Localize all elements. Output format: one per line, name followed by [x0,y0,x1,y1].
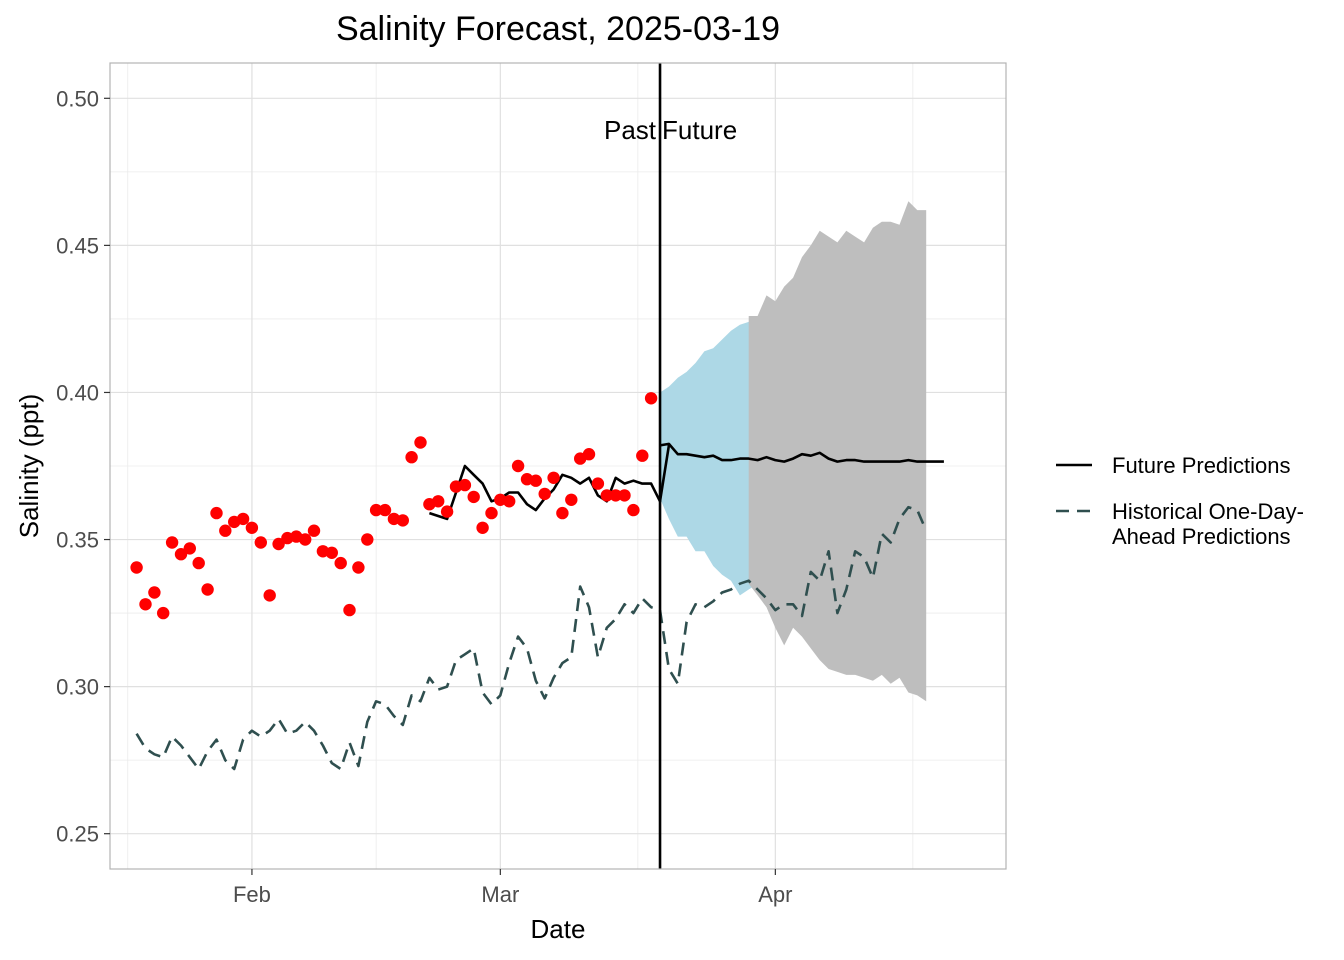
major-gridlines [110,63,1006,869]
y-axis: 0.25 0.30 0.35 0.40 0.45 0.50 [56,86,110,847]
observed-point [556,506,569,520]
observed-point [299,533,312,546]
legend-label: Historical One-Day- [1112,499,1304,524]
observed-point [476,521,489,534]
observed-point [467,490,480,504]
plot-area: Past Future [109,62,1007,870]
observed-point [432,495,445,508]
y-tick-label: 0.25 [56,822,99,847]
legend-label: Future Predictions [1112,453,1291,478]
observed-point [538,487,551,501]
observed-points [130,392,658,620]
x-axis-title: Date [531,914,586,944]
observed-point [582,448,596,461]
observed-point [591,477,605,490]
observed-point [503,495,516,508]
long-term-interval-band [748,201,927,702]
observed-point [636,449,649,462]
observed-point [263,589,276,602]
observed-point [272,537,285,551]
plot-border [109,62,1007,870]
x-tick-label: Feb [233,882,271,907]
observed-point [210,506,223,520]
legend-label: Ahead Predictions [1112,524,1291,549]
observed-point [600,489,613,502]
y-axis-title: Salinity (ppt) [14,394,44,539]
y-tick-label: 0.45 [56,233,99,258]
observed-point [511,459,525,473]
observed-point [245,521,259,534]
observed-point [352,561,365,574]
future-prediction-line [659,442,944,463]
x-axis: Feb Mar Apr [233,869,792,907]
x-tick-label: Mar [481,882,519,907]
observed-point [343,603,356,617]
observed-point [458,478,472,492]
observed-point [183,542,196,555]
y-tick-label: 0.50 [56,86,99,111]
observed-point [325,546,338,559]
historical-one-day-ahead-line [135,505,928,771]
observed-point [644,392,658,405]
past-annotation: Past [604,115,657,145]
observed-point [219,524,232,537]
observed-point [396,514,409,527]
x-tick-label: Apr [758,882,792,907]
observed-point [307,524,321,537]
observed-point [139,598,152,611]
observed-point [369,503,383,517]
observed-point [547,471,560,484]
future-annotation: Future [662,115,737,145]
observed-point [618,489,631,502]
observed-point [254,536,267,549]
y-tick-label: 0.40 [56,380,99,405]
observed-point [130,561,143,574]
observed-point [440,505,454,518]
minor-gridlines [110,63,1006,869]
observed-point [192,556,205,570]
observed-point [334,556,347,570]
observed-point [236,512,250,526]
observed-point [609,489,622,502]
observed-point [565,493,578,506]
observed-point [627,503,640,517]
observed-point [157,606,170,620]
observed-point [529,474,542,487]
observed-point [148,586,161,599]
observed-point [201,583,214,596]
y-tick-label: 0.35 [56,528,99,553]
observed-point [165,536,179,549]
legend: Future Predictions Historical One-Day-Ahe… [1056,453,1304,549]
observed-point [405,451,418,464]
observed-point [485,506,498,520]
observed-point [414,436,427,449]
observed-point [361,533,374,546]
observed-point [378,503,392,517]
observed-point [174,548,188,561]
y-tick-label: 0.30 [56,675,99,700]
chart-title: Salinity Forecast, 2025-03-19 [336,10,780,48]
